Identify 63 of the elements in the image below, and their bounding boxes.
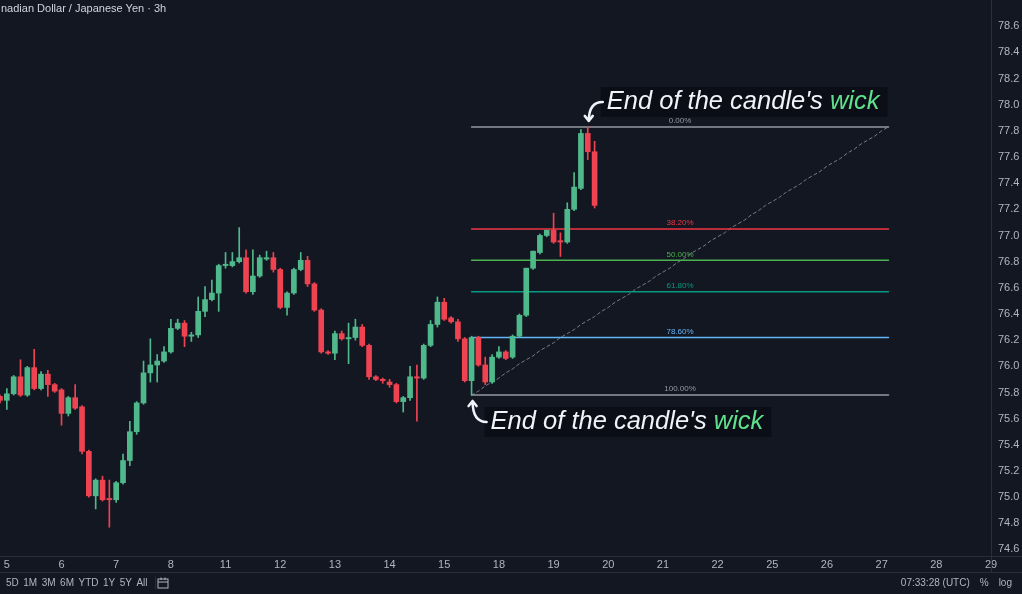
x-tick-label: 25 (766, 557, 779, 570)
y-tick-label: 76.2 (998, 333, 1020, 346)
y-tick-label: 75.2 (998, 464, 1020, 476)
text: % (979, 576, 989, 588)
y-tick-label: 76.4 (998, 307, 1020, 320)
x-tick-label: 5 (3, 557, 10, 570)
candlestick (154, 354, 161, 383)
y-tick-label: 78.2 (998, 71, 1020, 84)
series-label: 100.00% (664, 384, 696, 394)
x-tick-label: 6 (58, 557, 65, 570)
series-label: 0.00% (668, 116, 692, 126)
y-tick-label: 75.6 (998, 411, 1020, 424)
y-tick-label: 78.4 (998, 45, 1020, 58)
x-tick-label: 27 (875, 557, 888, 570)
line-series (471, 126, 889, 396)
annotation: End of the candle's wick (490, 406, 765, 435)
y-tick-label: 77.8 (998, 123, 1020, 136)
x-tick-label: 29 (984, 557, 998, 570)
x-tick-label: 18 (492, 557, 506, 570)
y-tick-label: 77.2 (998, 202, 1020, 215)
x-tick-label: 13 (328, 557, 342, 570)
series-label: 61.80% (666, 280, 694, 290)
text: 5Y (119, 576, 133, 588)
x-tick-label: 19 (547, 557, 560, 570)
x-tick-label: 8 (167, 557, 174, 570)
y-tick-label: 77.6 (998, 150, 1020, 163)
text: 3M (41, 576, 56, 588)
y-tick-label: 76.6 (998, 280, 1020, 293)
y-tick-label: 78.6 (998, 19, 1020, 32)
chart-title: nadian Dollar / Japanese Yen · 3h (1, 2, 167, 15)
y-tick-label: 74.8 (998, 516, 1020, 529)
text: YTD (78, 576, 99, 588)
x-tick-label: 20 (602, 557, 615, 570)
text: All (136, 576, 148, 588)
text: 6M (60, 576, 74, 588)
y-tick-label: 77.0 (998, 228, 1020, 241)
text: 07:33:28 (UTC) (900, 576, 970, 588)
x-tick-label: 11 (219, 557, 232, 570)
x-tick-label: 28 (930, 557, 943, 570)
series-label: 50.00% (666, 249, 694, 259)
y-tick-label: 75.0 (998, 490, 1020, 503)
y-tick-label: 75.8 (998, 385, 1020, 398)
series-label: 78.60% (666, 326, 694, 336)
y-tick-label: 76.8 (998, 254, 1020, 267)
x-tick-label: 26 (820, 557, 834, 570)
y-tick-label: 77.4 (998, 176, 1020, 189)
x-tick-label: 12 (274, 557, 287, 570)
text: 1Y (102, 576, 116, 588)
y-tick-label: 76.0 (998, 359, 1020, 372)
annotation: End of the candle's wick (606, 85, 881, 114)
x-tick-label: 21 (656, 557, 670, 570)
x-tick-label: 14 (383, 557, 396, 570)
x-tick-label: 7 (113, 557, 120, 570)
text: log (998, 576, 1012, 588)
y-tick-label: 78.0 (998, 97, 1020, 110)
x-tick-label: 15 (438, 557, 451, 570)
series-label: 38.20% (666, 218, 694, 228)
x-tick-label: 22 (711, 557, 724, 570)
text: 1M (23, 576, 38, 588)
y-tick-label: 74.6 (998, 542, 1020, 555)
text: 5D (6, 576, 19, 588)
y-tick-label: 75.4 (998, 437, 1020, 450)
candlestick (414, 364, 420, 422)
